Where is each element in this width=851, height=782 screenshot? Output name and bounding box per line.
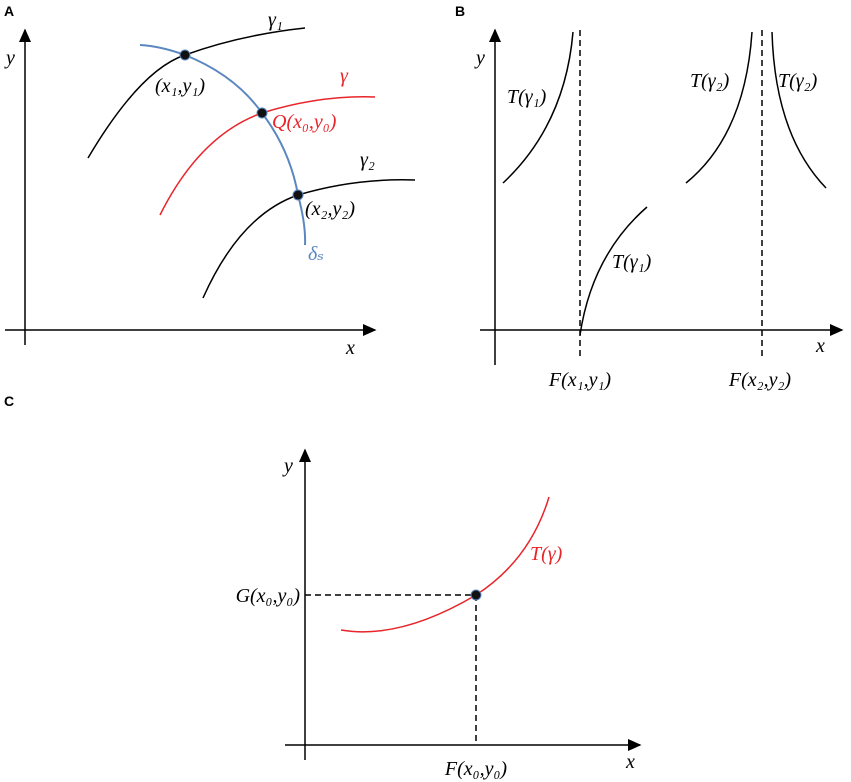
tick-label: F(x₀,y₀) xyxy=(444,758,508,780)
panel-label: B xyxy=(455,3,465,19)
panel-label: C xyxy=(4,393,14,409)
curve-label: T(γ₂) xyxy=(778,70,818,92)
curve xyxy=(579,206,648,336)
curve-label: γ xyxy=(340,65,349,87)
curve xyxy=(502,31,574,184)
tick-label: F(x₂,y₂) xyxy=(728,369,792,391)
point xyxy=(179,49,191,61)
curve-label: γ₂ xyxy=(360,149,375,171)
curve xyxy=(340,496,550,633)
curve-label: T(γ) xyxy=(530,543,563,565)
curve-label: T(γ₁) xyxy=(612,251,652,273)
panel-label: A xyxy=(4,3,14,19)
axis-label: y xyxy=(4,47,15,69)
axis-label: y xyxy=(282,455,293,477)
curve-label: T(γ₂) xyxy=(690,70,730,92)
curve xyxy=(771,31,827,189)
tick-label: G(x₀,y₀) xyxy=(236,585,301,607)
curve xyxy=(685,31,753,184)
point-label: (x₂,y₂) xyxy=(305,198,355,220)
curve-label: δₛ xyxy=(308,243,324,265)
point xyxy=(256,107,268,119)
panel-b: B y x T(γ₁) T(γ₁) T(γ₂) T(γ₂) F(x₁,y₁) F… xyxy=(455,3,844,391)
curve-label: γ₁ xyxy=(268,9,283,31)
point xyxy=(292,189,304,201)
axis-label: y xyxy=(474,47,485,69)
point-label: Q(x₀,y₀) xyxy=(272,111,337,133)
point xyxy=(470,589,482,601)
panel-a: A y x γ₁ γ γ₂ δₛ (x₁,y₁) Q(x₀,y₀) (x₂,y₂… xyxy=(4,3,416,359)
curve-label: T(γ₁) xyxy=(507,86,547,108)
point-label: (x₁,y₁) xyxy=(155,75,205,97)
panel-c: C y x T(γ) G(x₀,y₀) F(x₀,y₀) xyxy=(4,393,642,780)
axis-label: x xyxy=(815,335,825,357)
tick-label: F(x₁,y₁) xyxy=(548,369,612,391)
axis-label: x xyxy=(625,751,635,773)
axis-label: x xyxy=(345,337,355,359)
